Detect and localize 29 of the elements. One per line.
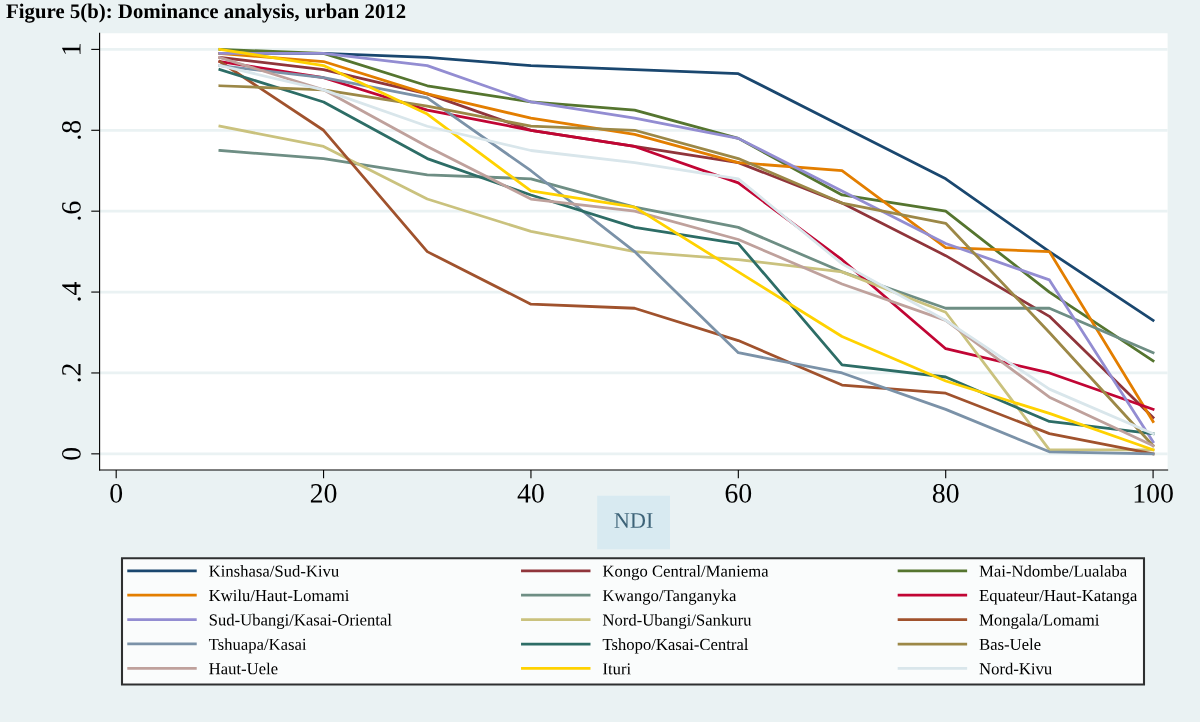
legend-label: Mongala/Lomami	[979, 613, 1100, 630]
y-tick-label: .2	[62, 364, 81, 382]
legend-label: Equateur/Haut-Katanga	[979, 590, 1138, 605]
legend-label: Sud-Ubangi/Kasai-Oriental	[209, 613, 392, 629]
y-tick-label: .6	[62, 201, 81, 220]
y-tick-label: 1	[62, 44, 81, 54]
legend-label: Tshuapa/Kasai	[208, 638, 307, 654]
legend-label: Kwango/Tanganyka	[602, 589, 737, 605]
legend-label: Kwilu/Haut-Lomami	[209, 589, 350, 602]
x-axis-title: NDI	[614, 513, 653, 528]
legend-label: Tshopo/Kasai-Central	[602, 638, 749, 654]
x-tick-label: 80	[932, 484, 959, 503]
legend-label: Kongo Central/Maniema	[602, 565, 769, 581]
y-tick-label: .8	[62, 120, 81, 139]
legend-label: Mai-Ndombe/Lualaba	[979, 565, 1127, 577]
legend-label: Nord-Ubangi/Sankuru	[602, 613, 752, 630]
x-tick-label: 20	[310, 484, 337, 503]
x-tick-label: 0	[110, 484, 123, 503]
x-tick-label: 60	[725, 484, 752, 503]
legend-label: Kinshasa/Sud-Kivu	[209, 565, 339, 577]
legend-label: Ituri	[603, 663, 631, 675]
y-tick-label: .4	[62, 282, 81, 301]
legend-label: Bas-Uele	[979, 638, 1041, 651]
legend-label: Nord-Kivu	[979, 662, 1052, 675]
y-tick-label: 0	[62, 447, 81, 460]
x-tick-label: 40	[517, 484, 544, 503]
x-tick-label: 100	[1134, 484, 1173, 503]
legend-label: Haut-Uele	[209, 662, 278, 675]
chart-title: Figure 5(b): Dominance analysis, urban 2012	[6, 3, 406, 23]
